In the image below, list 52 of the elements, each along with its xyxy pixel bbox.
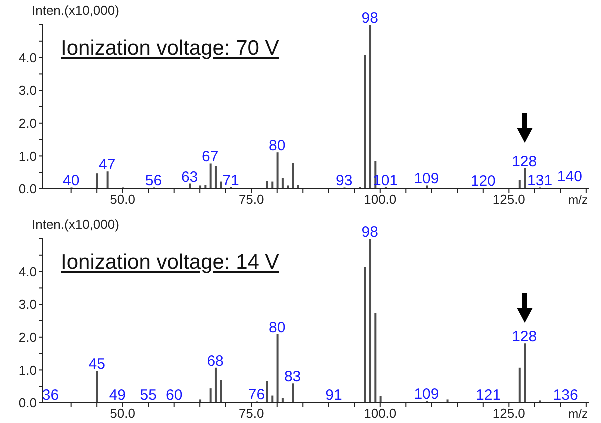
annotation: 80 bbox=[269, 138, 286, 155]
annotation: 49 bbox=[109, 387, 126, 404]
annotation: 76 bbox=[248, 386, 266, 404]
x-tick-label: 100.0 bbox=[364, 406, 397, 422]
x-tick-label: 75.0 bbox=[238, 192, 264, 208]
annotation: 83 bbox=[284, 368, 302, 386]
annotation: 45 bbox=[88, 356, 106, 374]
x-tick-label: 75.0 bbox=[238, 406, 264, 422]
annotation: 98 bbox=[362, 224, 378, 241]
y-tick-label: 3.0 bbox=[18, 297, 37, 312]
y-tick-label: 1.0 bbox=[18, 362, 37, 378]
y-tick-label: 1.0 bbox=[18, 148, 37, 164]
annotation: 120 bbox=[470, 173, 496, 190]
x-axis-title: m/z bbox=[568, 193, 588, 207]
x-tick-label: 50.0 bbox=[110, 192, 136, 208]
y-tick-label: 0.0 bbox=[18, 182, 37, 197]
annotation: 63 bbox=[181, 168, 198, 186]
x-tick-label: 100.0 bbox=[364, 192, 397, 208]
y-axis-title: Inten.(x10,000) bbox=[32, 3, 120, 18]
annotation: 91 bbox=[326, 387, 342, 404]
annotation: 56 bbox=[145, 172, 162, 190]
text: Ionization voltage: 70 V bbox=[61, 37, 280, 61]
annotation: 60 bbox=[166, 387, 183, 404]
annotation: 109 bbox=[414, 386, 440, 404]
x-axis-title: m/z bbox=[568, 407, 588, 421]
annotation: 121 bbox=[476, 387, 502, 404]
annotation: 140 bbox=[557, 168, 582, 186]
annotation: 136 bbox=[553, 387, 578, 404]
annotation: 67 bbox=[202, 148, 219, 166]
annotation: 98 bbox=[362, 10, 378, 27]
annotation: 93 bbox=[336, 172, 353, 190]
annotation: 71 bbox=[222, 172, 240, 190]
y-axis-title: Inten.(x10,000) bbox=[32, 217, 120, 232]
y-tick-label: 0.0 bbox=[18, 396, 37, 411]
y-tick-label: 3.0 bbox=[18, 83, 37, 98]
y-tick-label: 4.0 bbox=[18, 50, 37, 66]
annotation: 128 bbox=[512, 153, 538, 170]
y-tick-label: 2.0 bbox=[18, 330, 37, 346]
annotation: 40 bbox=[62, 172, 80, 190]
annotation: 55 bbox=[140, 387, 157, 404]
annotation: 109 bbox=[414, 170, 440, 188]
annotation: 80 bbox=[269, 319, 286, 336]
annotation: 128 bbox=[512, 328, 538, 346]
x-tick-label: 50.0 bbox=[110, 406, 136, 422]
y-tick-label: 2.0 bbox=[18, 116, 37, 132]
annotation: 47 bbox=[99, 156, 116, 174]
annotation: 131 bbox=[528, 172, 553, 190]
y-tick-label: 4.0 bbox=[18, 264, 37, 280]
x-tick-label: 125.0 bbox=[492, 192, 526, 208]
annotation: 68 bbox=[207, 352, 224, 370]
text: Ionization voltage: 14 V bbox=[61, 251, 280, 275]
x-tick-label: 125.0 bbox=[492, 406, 526, 422]
